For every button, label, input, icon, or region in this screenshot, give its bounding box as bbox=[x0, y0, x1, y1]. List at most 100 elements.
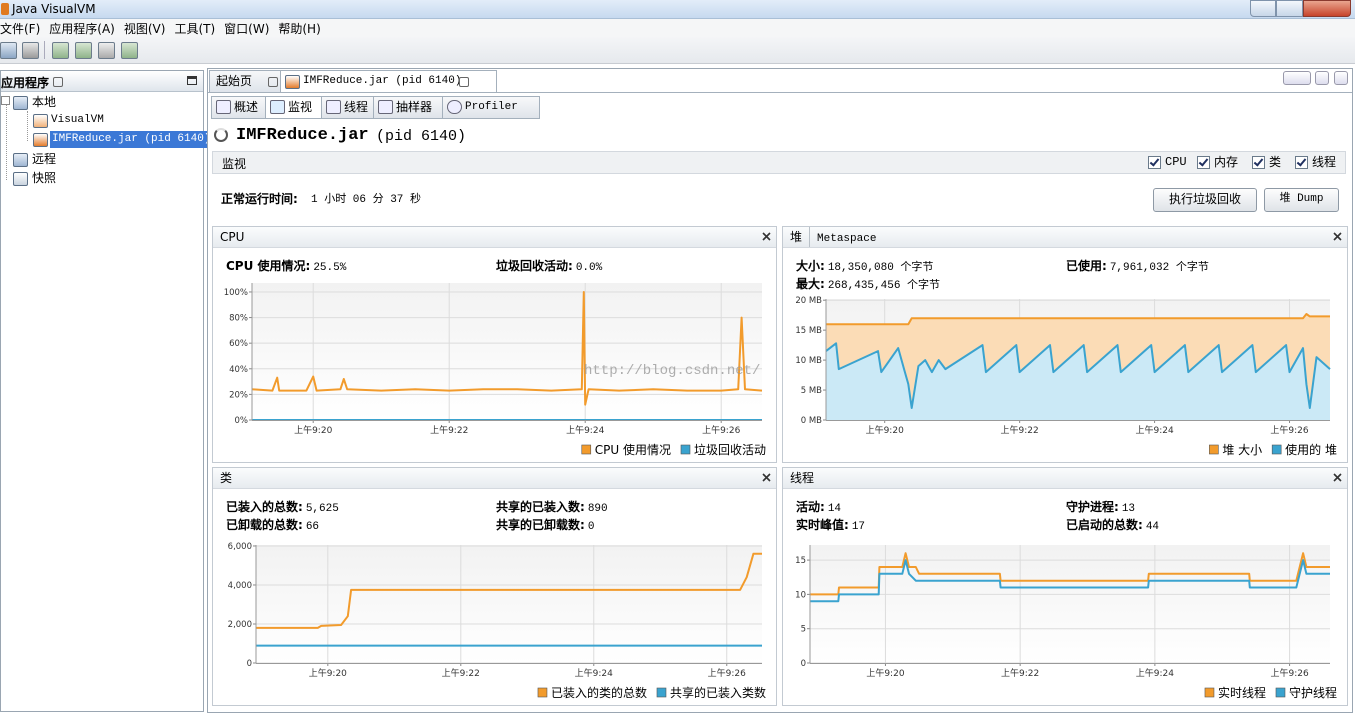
legend-swatch bbox=[1209, 444, 1219, 455]
tree-toggle[interactable] bbox=[1, 96, 10, 105]
series-area bbox=[826, 343, 1330, 420]
series-line bbox=[256, 552, 762, 629]
chart-panel: CPU CPU 使用情况: 25.5% 垃圾回收活动: 0.0% 0% 20% 40% 60% 8… bbox=[212, 226, 777, 463]
toolbar-button[interactable] bbox=[75, 42, 92, 59]
tab-label: 起始页 bbox=[216, 74, 253, 88]
menu-item[interactable]: 工具(T) bbox=[174, 21, 216, 36]
checkbox-label: 类 bbox=[1269, 155, 1282, 169]
x-tick-label: 上午9:22 bbox=[430, 424, 468, 436]
minimize-button[interactable] bbox=[1250, 0, 1276, 17]
subtab-label: 概述 bbox=[234, 100, 259, 114]
checkbox-label: 线程 bbox=[1312, 155, 1337, 169]
y-tick-label: 0 MB bbox=[801, 416, 822, 426]
y-tick-label: 5 bbox=[801, 625, 806, 635]
menu-item[interactable]: 应用程序(A) bbox=[49, 21, 115, 36]
legend-label: 堆 大小 bbox=[1222, 443, 1262, 457]
x-tick-label: 上午9:20 bbox=[309, 667, 347, 679]
checkbox[interactable]: 线程 bbox=[1295, 155, 1336, 170]
java-icon bbox=[33, 114, 48, 128]
stat-value: 66 bbox=[306, 521, 319, 533]
close-icon[interactable] bbox=[268, 77, 278, 87]
stat-label: 大小: bbox=[796, 258, 825, 273]
checkbox[interactable]: 内存 bbox=[1197, 155, 1238, 170]
stat-label: 活动: bbox=[796, 499, 825, 514]
app-pid: (pid 6140) bbox=[376, 128, 467, 145]
series-line bbox=[825, 342, 1331, 409]
legend-swatch bbox=[1275, 687, 1286, 698]
close-icon bbox=[762, 473, 771, 482]
close-button[interactable] bbox=[1303, 0, 1351, 17]
y-tick-label: 0 bbox=[801, 659, 806, 669]
tab[interactable]: 起始页 bbox=[209, 70, 287, 93]
tree-node[interactable]: 本地 bbox=[32, 95, 57, 109]
maximize[interactable] bbox=[1334, 71, 1348, 85]
gc-button[interactable]: 执行垃圾回收 bbox=[1153, 188, 1257, 212]
toolbar-button[interactable] bbox=[22, 42, 39, 59]
button-label: 堆 Dump bbox=[1279, 193, 1324, 205]
tab-active[interactable]: IMFReduce.jar (pid 6140) bbox=[280, 70, 497, 93]
toolbar-button[interactable] bbox=[0, 42, 17, 59]
java-icon bbox=[33, 133, 48, 147]
legend: 实时线程 守护线程 bbox=[1204, 685, 1337, 700]
x-tick-label: 上午9:26 bbox=[1270, 424, 1308, 436]
toolbar-button[interactable] bbox=[52, 42, 69, 59]
tree-node[interactable]: 远程 bbox=[32, 152, 57, 166]
menu-item[interactable]: 帮助(H) bbox=[278, 21, 321, 36]
tab-label: IMFReduce.jar (pid 6140) bbox=[303, 75, 462, 87]
subtab[interactable]: 抽样器 bbox=[373, 96, 462, 119]
toolbar bbox=[0, 37, 1355, 64]
close-icon[interactable] bbox=[53, 77, 63, 87]
stat-label: CPU 使用情况: bbox=[226, 258, 310, 273]
series-line bbox=[810, 559, 1330, 603]
menu-item[interactable]: 窗口(W) bbox=[224, 21, 270, 36]
title-bar: Java VisualVM bbox=[0, 0, 1355, 19]
tab-list[interactable] bbox=[1315, 71, 1329, 85]
close-icon bbox=[1333, 232, 1342, 241]
stat-value: 268,435,456 个字节 bbox=[828, 277, 940, 292]
close-icon[interactable] bbox=[459, 77, 469, 87]
y-tick-label: 20 MB bbox=[795, 296, 822, 306]
maximize-button[interactable] bbox=[1276, 0, 1303, 17]
y-tick-label: 15 MB bbox=[795, 326, 822, 336]
panel-tab: 堆 bbox=[790, 230, 802, 244]
heap-dump-button[interactable]: 堆 Dump bbox=[1264, 188, 1339, 212]
menu-item[interactable]: 视图(V) bbox=[123, 21, 166, 36]
uptime-label: 正常运行时间: bbox=[221, 192, 298, 206]
series-line bbox=[826, 313, 1330, 326]
plot-area bbox=[252, 283, 762, 420]
minimize-icon[interactable] bbox=[187, 76, 197, 85]
legend: CPU 使用情况 垃圾回收活动 bbox=[581, 442, 766, 457]
subtab[interactable]: Profiler bbox=[442, 96, 540, 119]
checkbox-label: CPU bbox=[1165, 155, 1187, 169]
toolbar-button[interactable] bbox=[98, 42, 115, 59]
panel-tab: Metaspace bbox=[817, 233, 876, 245]
legend: 已装入的类的总数 共享的已装入类数 bbox=[537, 685, 766, 700]
checkbox[interactable]: 类 bbox=[1252, 155, 1281, 170]
legend-swatch bbox=[656, 687, 667, 698]
tree-node-selected[interactable]: IMFReduce.jar (pid 6140) bbox=[50, 131, 213, 148]
stat-value: 14 bbox=[828, 503, 842, 515]
stat-value: 17 bbox=[852, 521, 865, 533]
subtab-label: 线程 bbox=[344, 100, 369, 114]
panel-header bbox=[213, 468, 776, 488]
toolbar-button[interactable] bbox=[121, 42, 138, 59]
x-tick-label: 上午9:26 bbox=[1270, 667, 1308, 679]
remote-icon bbox=[13, 153, 28, 167]
stat-label: 守护进程: bbox=[1066, 499, 1119, 514]
panel-header bbox=[783, 468, 1347, 488]
app-icon bbox=[1, 3, 9, 15]
legend-label: 共享的已装入类数 bbox=[670, 685, 766, 700]
scroll-tabs[interactable] bbox=[1283, 71, 1311, 85]
legend-swatch bbox=[680, 444, 691, 455]
tree-node[interactable]: 快照 bbox=[32, 171, 57, 185]
tree-node[interactable]: VisualVM bbox=[51, 114, 104, 126]
legend-label: 使用的 堆 bbox=[1285, 442, 1337, 457]
series-line bbox=[251, 291, 763, 406]
checkbox[interactable]: CPU bbox=[1148, 155, 1187, 170]
menu-item[interactable]: 文件(F) bbox=[0, 21, 41, 36]
y-tick-label: 2,000 bbox=[228, 620, 252, 630]
chart-panel: 堆 Metaspace 大小: 18,350,080 个字节 已使用: 7,961,032… bbox=[782, 226, 1348, 463]
x-tick-label: 上午9:22 bbox=[1001, 667, 1039, 679]
